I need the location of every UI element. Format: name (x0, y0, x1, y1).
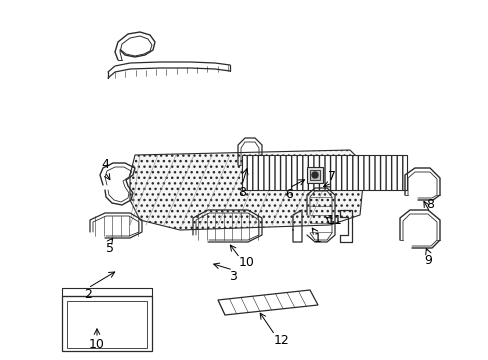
Circle shape (311, 172, 317, 178)
Polygon shape (130, 150, 364, 230)
Text: 11: 11 (326, 213, 342, 226)
Text: 4: 4 (101, 158, 109, 171)
Bar (242, 155, 406, 190)
Text: 8: 8 (425, 198, 433, 211)
Bar (306, 167, 323, 183)
Text: 9: 9 (423, 253, 431, 266)
Text: 7: 7 (327, 170, 335, 183)
Text: 8: 8 (238, 185, 245, 198)
Bar (62, 296, 152, 351)
Text: 5: 5 (106, 242, 114, 255)
Bar (67, 301, 147, 348)
Text: 1: 1 (313, 231, 321, 244)
Bar (309, 170, 319, 180)
Text: 2: 2 (84, 288, 92, 302)
Polygon shape (218, 290, 317, 315)
Text: 12: 12 (274, 334, 289, 347)
Text: 3: 3 (228, 270, 237, 283)
Text: 10: 10 (89, 338, 105, 351)
Text: 10: 10 (239, 256, 254, 269)
Text: 6: 6 (285, 189, 292, 202)
